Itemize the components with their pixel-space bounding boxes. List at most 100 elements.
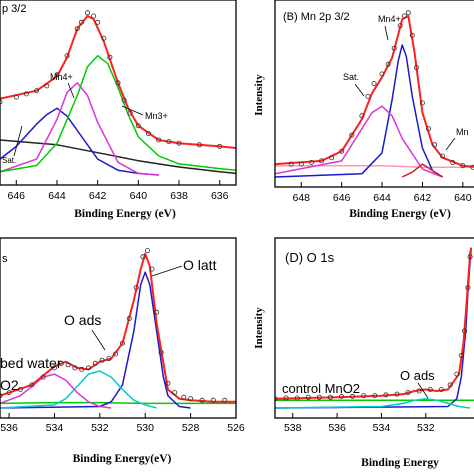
panel-b-data-point bbox=[432, 142, 438, 148]
panel-a-series-2-component bbox=[0, 82, 159, 176]
panel-a-data-point bbox=[166, 139, 172, 145]
panel-b-data-point bbox=[397, 23, 403, 29]
panel-a-x-tick-label: 636 bbox=[211, 190, 229, 202]
panel-b-data-point bbox=[359, 113, 365, 119]
panel-a-data-point bbox=[78, 19, 84, 25]
panel-d-data-point bbox=[338, 393, 344, 399]
panel-b-data-point bbox=[450, 159, 456, 165]
panel-c-data-point bbox=[165, 380, 171, 386]
panel-b-y-axis-label: Intensity bbox=[253, 74, 265, 116]
panel-b-series-1-component bbox=[275, 44, 444, 178]
panel-c-x-tick-label: 536 bbox=[0, 422, 18, 434]
panel-d-data-point bbox=[327, 394, 333, 400]
panel-b: (B) Mn 2p 3/2 Intensity Mn4+ Sat. Mn 648… bbox=[253, 0, 474, 220]
panel-d-x-tick-label: 532 bbox=[417, 422, 435, 434]
panel-d-data-point bbox=[427, 386, 433, 392]
panel-c-data-point bbox=[133, 285, 139, 291]
panel-b-data-point bbox=[385, 61, 391, 67]
panel-b-data-point bbox=[349, 132, 355, 138]
panel-d-data-point bbox=[394, 391, 400, 397]
panel-c-data-point bbox=[52, 365, 58, 371]
panel-d-data-point bbox=[454, 371, 460, 377]
panel-c-arrow-olatt bbox=[151, 265, 183, 277]
panel-a-label-sat: Sat. bbox=[2, 156, 16, 165]
panel-c-data-point bbox=[86, 365, 92, 371]
panel-b-arrow-mn bbox=[445, 137, 456, 151]
panel-a-arrow-mn3 bbox=[121, 105, 144, 116]
panel-a-label-mn4: Mn4+ bbox=[50, 72, 73, 82]
panel-a-data-point bbox=[217, 143, 223, 149]
panel-c-data-point bbox=[65, 362, 71, 368]
panel-d-x-axis-label: Binding Energy bbox=[361, 457, 439, 469]
panel-d-data-point bbox=[316, 394, 322, 400]
panel-b-data-point bbox=[298, 161, 304, 167]
panel-b-label-sat: Sat. bbox=[343, 72, 359, 82]
panel-c-data-point bbox=[222, 397, 228, 403]
panel-a-series-3-component bbox=[0, 54, 236, 173]
panel-b-data-point bbox=[413, 65, 419, 71]
panel-d-data-point bbox=[372, 393, 378, 399]
panel-c-data-point bbox=[58, 360, 64, 366]
panel-b-data-point bbox=[308, 159, 314, 165]
panel-c-series-3-component bbox=[0, 373, 112, 409]
panel-c-series-1-component bbox=[0, 271, 191, 409]
panel-c-series-4-background bbox=[0, 401, 236, 405]
panel-d-data-point bbox=[275, 396, 278, 402]
panel-c-data-point bbox=[140, 254, 146, 260]
panel-c-plot-area bbox=[0, 248, 236, 409]
panel-d-data-point bbox=[462, 328, 468, 334]
panel-b-x-ticks: 648 646 644 642 640 bbox=[292, 182, 472, 204]
panel-c-data-point bbox=[158, 349, 164, 355]
panel-b-data-point bbox=[288, 161, 294, 167]
panel-a-series-0-envelope bbox=[0, 15, 236, 149]
panel-a-x-tick-label: 638 bbox=[170, 190, 188, 202]
panel-a: p 3/2 Sat. Mn4+ Mn3+ 646 644 642 640 638 636 … bbox=[0, 0, 237, 220]
panel-c-x-tick-label: 530 bbox=[136, 422, 154, 434]
panel-c-x-tick-label: 528 bbox=[182, 422, 200, 434]
panel-d-data-point bbox=[458, 352, 464, 358]
panel-c-data-point bbox=[99, 357, 105, 363]
panel-b-x-tick-label: 646 bbox=[333, 192, 351, 204]
panel-a-data-point bbox=[115, 80, 121, 86]
panel-d-data-point bbox=[283, 395, 289, 401]
panel-a-series-4-background bbox=[0, 139, 236, 175]
panel-d-data-point bbox=[438, 386, 444, 392]
panel-b-data-point bbox=[379, 71, 385, 77]
panel-b-series-2-component bbox=[275, 105, 443, 178]
panel-d: (D) O 1s Intensity control MnO2 O ads 53… bbox=[253, 237, 474, 469]
panel-a-data-point bbox=[135, 123, 141, 129]
panel-b-x-tick-label: 648 bbox=[292, 192, 310, 204]
panel-b-frame bbox=[274, 0, 474, 188]
panel-a-data-point bbox=[196, 142, 202, 148]
panel-b-data-point bbox=[391, 45, 397, 51]
panel-b-data-point bbox=[401, 13, 407, 19]
panel-d-x-tick-label: 538 bbox=[284, 422, 302, 434]
panel-a-data-point bbox=[95, 19, 101, 25]
panel-c-data-point bbox=[17, 386, 23, 392]
panel-d-data-point bbox=[465, 285, 471, 291]
panel-d-data-point bbox=[361, 393, 367, 399]
panel-a-arrow-mn4 bbox=[67, 82, 75, 99]
panel-a-data-point bbox=[85, 10, 91, 16]
panel-a-data-point bbox=[107, 54, 113, 60]
panel-c-series-0-envelope bbox=[0, 252, 236, 403]
panel-a-data-point bbox=[156, 137, 162, 143]
panel-d-data-point bbox=[405, 390, 411, 396]
panel-a-data-point bbox=[127, 110, 133, 116]
panel-b-data-point bbox=[419, 100, 425, 106]
panel-c-x-tick-label: 534 bbox=[46, 422, 64, 434]
panel-c-label-olatt: O latt bbox=[183, 257, 217, 273]
panel-c-data-point bbox=[181, 394, 187, 400]
panel-d-arrow-oads bbox=[417, 382, 429, 399]
panel-c-data-point bbox=[172, 390, 178, 396]
panel-d-x-tick-label: 536 bbox=[328, 422, 346, 434]
panel-b-label-mn4: Mn4+ bbox=[378, 14, 401, 24]
panel-a-x-tick-label: 646 bbox=[8, 190, 26, 202]
panel-c-data-point bbox=[40, 374, 46, 380]
panel-b-data-point bbox=[405, 10, 411, 16]
panel-c-series-2-component bbox=[0, 370, 157, 409]
panel-d-series-0-envelope bbox=[275, 247, 473, 400]
panel-d-plot-area bbox=[275, 247, 474, 409]
panel-a-frame bbox=[0, 0, 237, 186]
panel-c-title: s bbox=[2, 253, 8, 265]
